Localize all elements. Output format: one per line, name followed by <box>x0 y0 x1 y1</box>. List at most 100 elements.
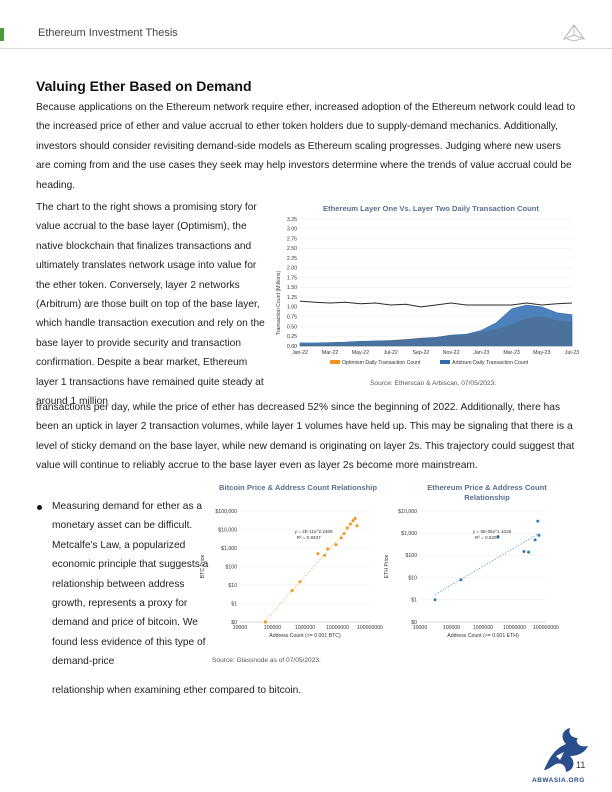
eth-y-tick: $0 <box>411 620 417 626</box>
paragraph-transactions: transactions per day, while the price of… <box>36 402 575 472</box>
btc-ylabel: BTC Price <box>200 555 206 579</box>
tx-chart: Transaction Count (Millions) 0.00 0.25 0.5… <box>276 217 579 366</box>
eth-chart-title: Ethereum Price & Address Count Relations… <box>427 483 547 502</box>
tx-chart-title: Ethereum Layer One Vs. Layer Two Daily T… <box>323 204 539 213</box>
eth-y-tick: $10,000 <box>398 509 417 515</box>
tx-y-tick: 3.25 <box>287 217 297 223</box>
eth-point <box>522 549 526 553</box>
eth-y-tick: $1 <box>411 598 417 604</box>
btc-point <box>345 526 349 530</box>
btc-point <box>355 524 359 528</box>
btc-point <box>353 516 357 520</box>
header-accent-bar <box>0 28 4 41</box>
eth-point <box>536 519 540 523</box>
eth-x-tick: 100000 <box>443 625 460 631</box>
bullet-marker <box>37 505 42 510</box>
btc-x-tick: 10000 <box>233 625 248 631</box>
pegasus-watermark-icon <box>544 728 588 772</box>
eth-point <box>527 550 531 554</box>
tx-chart-ylabel: Transaction Count (Millions) <box>276 271 282 336</box>
btc-point <box>298 580 302 584</box>
eth-r-squared: R² = 0.5204 <box>475 535 500 540</box>
ethereum-logo-icon <box>562 24 586 42</box>
btc-point <box>263 620 267 624</box>
eth-ylabel: ETH Price <box>384 555 390 579</box>
btc-y-tick: $1 <box>231 601 237 607</box>
btc-chart-title: Bitcoin Price & Address Count Relationsh… <box>219 483 377 492</box>
tx-y-tick: 0.25 <box>287 334 297 340</box>
btc-r-squared: R² = 0.9337 <box>297 535 322 540</box>
eth-y-tick: $1,000 <box>401 531 417 537</box>
btc-y-tick: $100,000 <box>215 509 237 515</box>
btc-point <box>316 552 320 556</box>
btc-point <box>348 522 352 526</box>
btc-y-tick: $10,000 <box>218 527 237 533</box>
tx-y-tick: 2.75 <box>287 236 297 242</box>
tx-x-tick: May-23 <box>533 350 550 356</box>
tx-x-tick: Sep-22 <box>413 350 430 356</box>
tx-y-tick: 0.00 <box>287 344 297 350</box>
eth-point <box>533 538 537 542</box>
tx-legend-label: Arbitrum Daily Transaction Count <box>452 360 529 366</box>
tx-y-tick: 1.50 <box>287 285 297 291</box>
btc-point <box>339 536 343 540</box>
btc-point <box>323 553 327 557</box>
eth-point <box>459 578 463 582</box>
header-divider <box>0 48 612 49</box>
eth-y-tick: $10 <box>408 575 417 581</box>
section-heading: Valuing Ether Based on Demand <box>36 78 252 94</box>
tx-x-tick: Nov-22 <box>443 350 460 356</box>
btc-y-tick: $100 <box>225 564 237 570</box>
btc-y-tick: $1,000 <box>221 546 237 552</box>
scatter-charts-source: Source: Glassnode as of 07/05/2023. <box>212 657 321 664</box>
tx-legend-label: Optimism Daily Transaction Count <box>342 360 421 366</box>
eth-scatter-chart: $0 $1 $10 $100 $1,000 $10,000 10000 100000 10000… <box>384 509 559 639</box>
tx-y-tick: 2.00 <box>287 266 297 272</box>
eth-y-tick: $100 <box>405 553 417 559</box>
btc-x-tick: 100000 <box>264 625 281 631</box>
tx-x-tick: Jan-23 <box>473 350 489 356</box>
tx-legend-swatch <box>330 360 340 364</box>
tx-y-tick: 1.75 <box>287 275 297 281</box>
tx-series-arbitrum-daily-transaction-count <box>299 304 573 347</box>
eth-trendline <box>434 533 540 595</box>
eth-point <box>433 598 437 602</box>
tx-y-tick: 0.50 <box>287 324 297 330</box>
tx-x-tick: Jan-22 <box>292 350 308 356</box>
tx-y-tick: 2.25 <box>287 256 297 262</box>
tx-x-tick: Mar-23 <box>503 350 520 356</box>
btc-y-tick: $0 <box>231 620 237 626</box>
tx-y-tick: 3.00 <box>287 227 297 233</box>
btc-x-tick: 100000000 <box>357 625 383 631</box>
btc-scatter-chart: $0 $1 $10 $100 $1,000 $10,000 $100,000 10000 100… <box>200 509 383 639</box>
eth-x-tick: 10000 <box>413 625 428 631</box>
tx-y-tick: 0.75 <box>287 314 297 320</box>
eth-xlabel: Address Count (>= 0.001 ETH) <box>447 633 519 639</box>
watermark-text: ABWASIA.ORG <box>532 777 585 784</box>
tx-y-tick: 2.50 <box>287 246 297 252</box>
tx-x-tick: Jul-22 <box>384 350 398 356</box>
document-title: Ethereum Investment Thesis <box>38 27 178 39</box>
eth-x-tick: 100000000 <box>533 625 559 631</box>
tx-x-tick: Mar-22 <box>322 350 339 356</box>
tx-legend-swatch <box>440 360 450 364</box>
tx-series-ethereum-layer-1 <box>299 300 573 308</box>
eth-x-tick: 1000000 <box>473 625 493 631</box>
btc-y-tick: $10 <box>228 583 237 589</box>
eth-x-tick: 10000000 <box>503 625 526 631</box>
eth-point <box>496 535 500 539</box>
btc-point <box>351 519 355 523</box>
tx-x-tick: May-22 <box>352 350 369 356</box>
btc-point <box>342 532 346 536</box>
page-number: 11 <box>576 760 586 770</box>
bullet-text: Measuring demand for ether as a monetary… <box>52 501 209 668</box>
eth-equation: y = 5E-05x^1.1026 <box>473 529 512 534</box>
btc-point <box>326 547 330 551</box>
tx-y-tick: 1.25 <box>287 295 297 301</box>
paragraph-chart-story: The chart to the right shows a promising… <box>36 202 265 408</box>
btc-trendline <box>265 518 358 621</box>
btc-point <box>334 543 338 547</box>
btc-xlabel: Address Count (>= 0.001 BTC) <box>269 633 341 639</box>
btc-x-tick: 1000000 <box>295 625 315 631</box>
bullet-text-continuation: relationship when examining ether compar… <box>52 685 302 696</box>
